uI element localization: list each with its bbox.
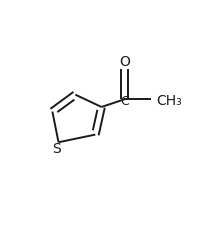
Text: O: O <box>119 55 130 69</box>
Text: C: C <box>120 95 129 108</box>
Text: CH₃: CH₃ <box>157 94 183 108</box>
Text: S: S <box>53 142 61 156</box>
